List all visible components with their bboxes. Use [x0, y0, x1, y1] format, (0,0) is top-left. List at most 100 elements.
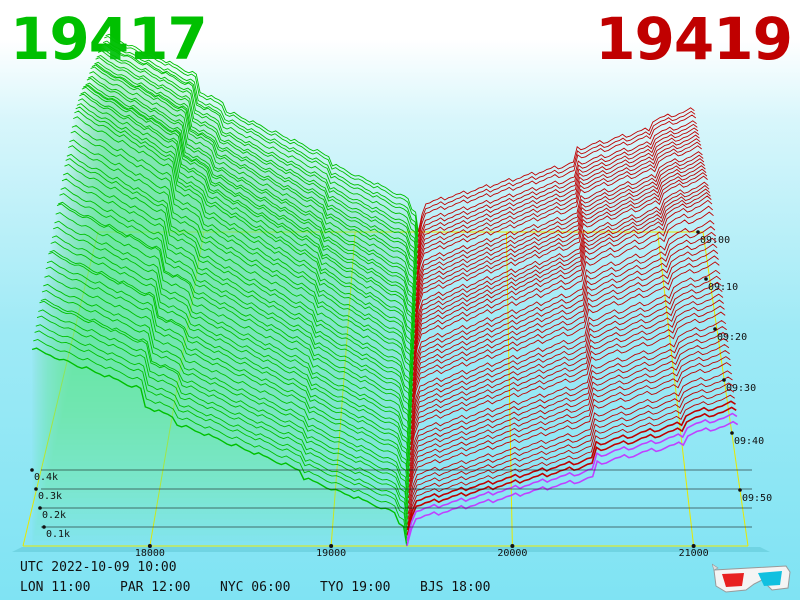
bid-depth-line: [76, 103, 415, 355]
ask-depth-line: [417, 114, 697, 243]
bid-depth-line: [60, 187, 412, 424]
x-tick-mark: [329, 544, 334, 548]
bid-depth-line: [78, 98, 415, 350]
bid-depth-fill: [42, 290, 409, 504]
bid-depth-line: [81, 86, 416, 334]
depth-tick-mark: [42, 525, 46, 529]
ask-depth-line: [410, 293, 724, 440]
time-tick-mark: [738, 488, 742, 492]
bid-depth-fill: [69, 140, 413, 387]
bid-depth-fill: [96, 55, 418, 270]
depth-tick-mark: [30, 468, 34, 472]
bid-depth-line: [95, 57, 418, 275]
x-tick-mark: [147, 544, 152, 548]
bid-depth-fill: [75, 107, 414, 360]
bid-depth-line: [71, 124, 414, 376]
bid-depth-line: [84, 84, 416, 323]
ask-depth-line: [409, 331, 728, 472]
ask-depth-line: [415, 154, 704, 296]
ask-depth-line: [412, 237, 717, 392]
depth-tick-label: 0.3k: [38, 491, 62, 502]
ask-depth-line: [406, 420, 739, 547]
ask-depth-line: [417, 123, 698, 254]
timezone-row: LON 11:00 PAR 12:00 NYC 06:00 TYO 19:00 …: [20, 580, 520, 595]
bid-depth-line: [44, 275, 410, 493]
ask-depth-line: [414, 181, 709, 334]
bid-depth-fill: [32, 348, 407, 546]
x-tick-label: 19000: [316, 548, 346, 559]
x-tick-mark: [510, 544, 515, 548]
zone-beijing: BJS 18:00: [420, 580, 491, 595]
bid-depth-line: [69, 139, 414, 387]
time-tick-mark: [713, 327, 717, 331]
ask-depth-line: [410, 287, 723, 435]
bid-depth-line: [46, 260, 410, 483]
ask-depth-line: [416, 141, 702, 280]
time-tick-label: 09:40: [734, 436, 764, 447]
bid-depth-fill: [68, 145, 413, 392]
ask-depth-line: [409, 305, 725, 451]
bid-depth-line: [45, 266, 410, 488]
bid-depth-line: [43, 283, 410, 499]
bid-depth-fill: [74, 111, 414, 366]
ask-depth-line: [414, 175, 708, 328]
bid-depth-line: [104, 35, 419, 238]
zone-paris: PAR 12:00: [120, 580, 191, 595]
bid-depth-line: [92, 63, 417, 286]
ask-depth-line: [413, 199, 713, 360]
time-tick-mark: [704, 277, 708, 281]
bid-depth-line: [94, 61, 418, 280]
bid-depth-line: [49, 249, 411, 472]
ask-depth-line: [410, 299, 724, 445]
ask-depth-line: [414, 165, 706, 312]
floor-gridline: [657, 231, 695, 547]
bid-depth-line: [55, 212, 412, 445]
bid-depth-fill: [49, 250, 410, 472]
utc-timestamp: UTC 2022-10-09 10:00: [20, 560, 177, 575]
bid-depth-line: [36, 315, 409, 525]
ask-depth-line: [413, 205, 714, 366]
ask-depth-line: [415, 158, 705, 302]
bid-depth-line: [90, 66, 417, 296]
floor-gridline: [330, 231, 356, 547]
time-tick-label: 09:30: [726, 383, 756, 394]
ask-depth-line: [408, 349, 730, 488]
ask-depth-line: [416, 127, 699, 259]
bid-depth-fill: [91, 65, 417, 291]
ask-depth-line: [415, 145, 702, 286]
ask-depth-line: [408, 356, 731, 493]
ask-depth-line: [411, 243, 718, 398]
ask-depth-line: [414, 185, 710, 339]
3d-glasses-icon[interactable]: [712, 562, 792, 594]
ask-depth-line: [406, 412, 738, 541]
ask-depth-line: [407, 388, 735, 520]
time-tick-label: 09:20: [717, 332, 747, 343]
depth-tick-mark: [38, 506, 42, 510]
bid-depth-line: [59, 193, 412, 429]
bid-depth-fill: [104, 36, 419, 238]
zone-newyork: NYC 06:00: [220, 580, 291, 595]
time-tick-label: 09:10: [708, 282, 738, 293]
bid-depth-line: [70, 130, 414, 382]
bid-depth-line: [56, 203, 412, 440]
base-shadow: [12, 547, 770, 552]
time-tick-mark: [730, 431, 734, 435]
bid-depth-line: [87, 75, 417, 307]
bid-depth-line: [58, 201, 412, 435]
depth-tick-mark: [34, 487, 38, 491]
bid-depth-line: [40, 298, 409, 509]
ask-depth-line: [410, 281, 722, 429]
ask-depth-line: [415, 151, 703, 291]
bid-depth-line: [38, 309, 409, 520]
bid-depth-line: [54, 220, 411, 451]
depth-tick-label: 0.2k: [42, 510, 66, 521]
ask-depth-line: [409, 325, 727, 467]
bid-depth-line: [91, 64, 417, 291]
ask-depth-line: [409, 319, 727, 461]
ask-depth-line: [412, 231, 716, 387]
x-tick-label: 18000: [135, 548, 165, 559]
x-tick-label: 21000: [679, 548, 709, 559]
ask-depth-line: [408, 337, 729, 477]
bid-depth-fill: [38, 309, 408, 520]
